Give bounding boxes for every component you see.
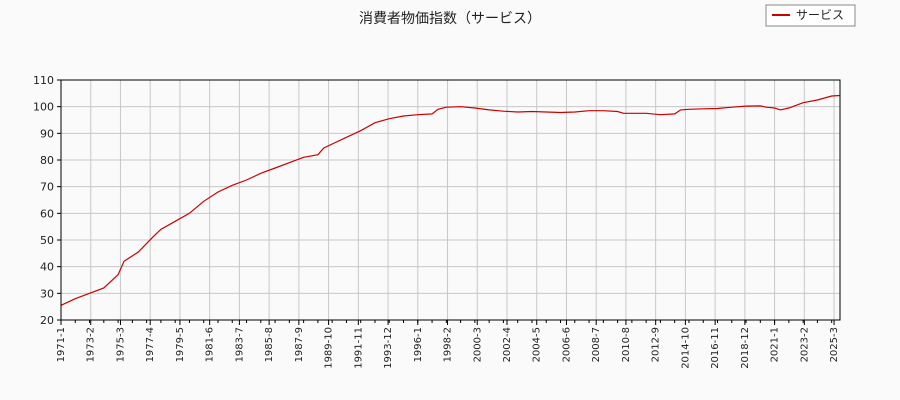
plot-frame xyxy=(60,79,841,321)
y-tick-label: 80 xyxy=(40,154,54,167)
x-tick-label: 1987-9 xyxy=(294,327,305,362)
y-tick-label: 60 xyxy=(40,207,54,220)
y-tick-label: 70 xyxy=(40,181,54,194)
x-tick-label: 1977-4 xyxy=(145,327,156,362)
x-tick-label: 1981-6 xyxy=(205,327,216,362)
y-axis: 20 30 40 50 60 70 80 90 100 110 xyxy=(33,74,61,327)
x-tick-label: 1989-10 xyxy=(324,327,335,369)
x-tick-label: 1973-2 xyxy=(86,327,97,362)
x-tick-label: 1991-11 xyxy=(353,327,364,369)
y-tick-label: 50 xyxy=(40,234,54,247)
x-tick-label: 1993-12 xyxy=(383,327,394,369)
x-tick-label: 2004-5 xyxy=(532,327,543,362)
x-tick-label: 2025-3 xyxy=(829,327,840,362)
x-tick-label: 2016-11 xyxy=(710,327,721,369)
x-tick-label: 1979-5 xyxy=(175,327,186,362)
y-tick-label: 40 xyxy=(40,261,54,274)
x-tick-label: 1996-1 xyxy=(413,327,424,362)
y-tick-label: 20 xyxy=(40,314,54,327)
x-tick-label: 1971-1 xyxy=(56,327,67,362)
x-tick-label: 2014-10 xyxy=(680,327,691,369)
x-tick-label: 2000-3 xyxy=(472,327,483,362)
legend-label: サービス xyxy=(796,8,844,22)
y-tick-label: 110 xyxy=(33,74,54,87)
y-tick-label: 30 xyxy=(40,287,54,300)
x-tick-label: 2023-2 xyxy=(799,327,810,362)
chart-title: 消費者物価指数（サービス） xyxy=(359,11,541,27)
x-tick-label: 2021-1 xyxy=(770,327,781,362)
series-line xyxy=(60,94,841,306)
x-tick-label: 2002-4 xyxy=(502,327,513,362)
y-tick-label: 90 xyxy=(40,127,54,140)
x-axis: 1971-1 1973-2 1975-3 1977-4 1979-5 1981-6 1983… xyxy=(56,320,840,369)
series-layer xyxy=(60,94,841,306)
x-tick-label: 1983-7 xyxy=(234,327,245,362)
x-tick-label: 1985-8 xyxy=(264,327,275,362)
x-tick-label: 2018-12 xyxy=(740,327,751,369)
x-tick-label: 1998-2 xyxy=(443,327,454,362)
x-tick-label: 1975-3 xyxy=(115,327,126,362)
legend: サービス xyxy=(765,4,856,27)
x-tick-label: 2012-9 xyxy=(651,327,662,362)
x-tick-label: 2010-8 xyxy=(621,327,632,362)
grid xyxy=(60,79,840,321)
y-tick-label: 100 xyxy=(33,101,54,114)
x-tick-label: 2006-6 xyxy=(561,327,572,362)
x-tick-label: 2008-7 xyxy=(591,327,602,362)
